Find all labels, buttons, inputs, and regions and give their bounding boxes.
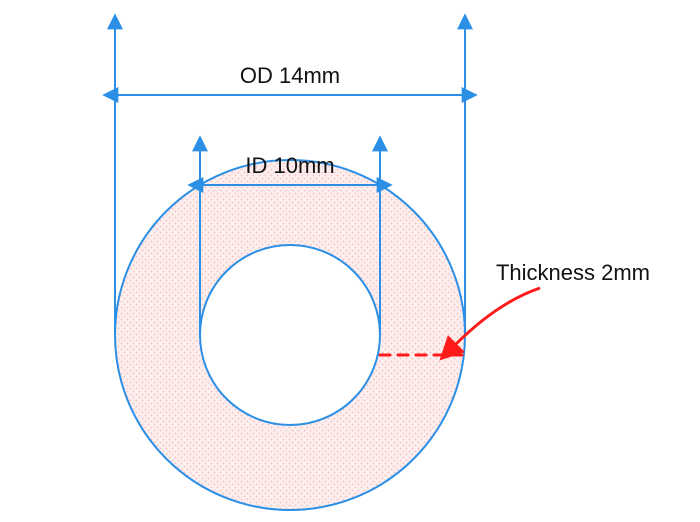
thickness-arrow xyxy=(455,288,540,345)
thickness-label: Thickness 2mm xyxy=(496,260,650,285)
ring-body xyxy=(115,160,465,510)
ring-inner-outline xyxy=(200,245,380,425)
id-dimension-label: ID 10mm xyxy=(245,153,334,178)
od-dimension-label: OD 14mm xyxy=(240,63,340,88)
